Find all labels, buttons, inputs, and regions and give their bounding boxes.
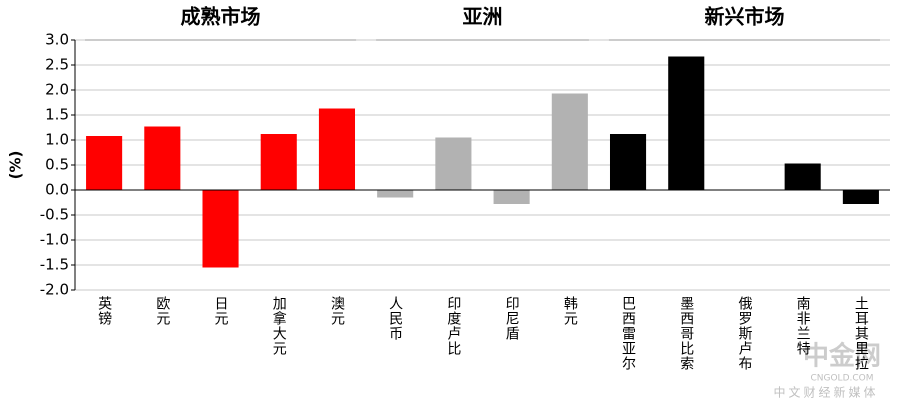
x-tick-label: 南非兰特 bbox=[795, 296, 811, 356]
x-tick-label: 印尼盾 bbox=[504, 296, 520, 341]
y-tick-label: -1.5 bbox=[40, 256, 69, 274]
x-tick-label: 欧元 bbox=[154, 296, 170, 326]
y-tick-label: 1.0 bbox=[45, 131, 69, 149]
bar bbox=[842, 190, 879, 204]
bar bbox=[784, 163, 821, 190]
bar bbox=[377, 190, 414, 198]
bar bbox=[551, 93, 588, 190]
y-tick-label: 2.5 bbox=[45, 56, 69, 74]
y-axis-label: (%) bbox=[7, 151, 25, 180]
x-tick-label: 土耳其里拉 bbox=[853, 296, 869, 371]
x-tick-label: 韩元 bbox=[562, 296, 578, 326]
y-tick-label: -1.0 bbox=[40, 231, 69, 249]
x-tick-label: 英镑 bbox=[96, 295, 112, 326]
group-title: 新兴市场 bbox=[704, 5, 784, 29]
x-tick-label: 俄罗斯卢布 bbox=[736, 296, 752, 371]
y-tick-label: 1.5 bbox=[45, 106, 69, 124]
x-tick-label: 墨西哥比索 bbox=[678, 296, 694, 371]
y-tick-label: 0.5 bbox=[45, 156, 69, 174]
x-tick-label: 日元 bbox=[213, 296, 229, 326]
bar bbox=[318, 108, 356, 190]
bar bbox=[202, 190, 239, 268]
y-tick-label: 3.0 bbox=[45, 31, 69, 49]
x-tick-label: 加拿大元 bbox=[271, 296, 287, 356]
watermark-slogan: 中文财经新媒体 bbox=[773, 385, 878, 400]
bar bbox=[668, 56, 705, 190]
bar bbox=[435, 137, 472, 190]
bar bbox=[609, 134, 647, 190]
x-tick-label: 印度卢比 bbox=[445, 296, 461, 356]
x-tick-label: 巴西雷亚尔 bbox=[620, 296, 636, 371]
y-tick-label: 2.0 bbox=[45, 81, 69, 99]
watermark-site: CNGOLD.COM bbox=[810, 374, 873, 384]
bar bbox=[260, 134, 297, 190]
y-tick-label: -2.0 bbox=[40, 281, 69, 299]
group-title: 亚洲 bbox=[463, 5, 503, 29]
bar bbox=[86, 136, 123, 190]
watermark-brand: 中金网 bbox=[803, 341, 881, 372]
bar bbox=[493, 190, 530, 204]
group-title: 成熟市场 bbox=[181, 5, 261, 29]
x-tick-label: 人民币 bbox=[387, 296, 403, 341]
x-tick-label: 澳元 bbox=[329, 296, 345, 326]
y-tick-label: -0.5 bbox=[40, 206, 69, 224]
y-tick-label: 0.0 bbox=[45, 181, 69, 199]
bar bbox=[144, 126, 181, 190]
